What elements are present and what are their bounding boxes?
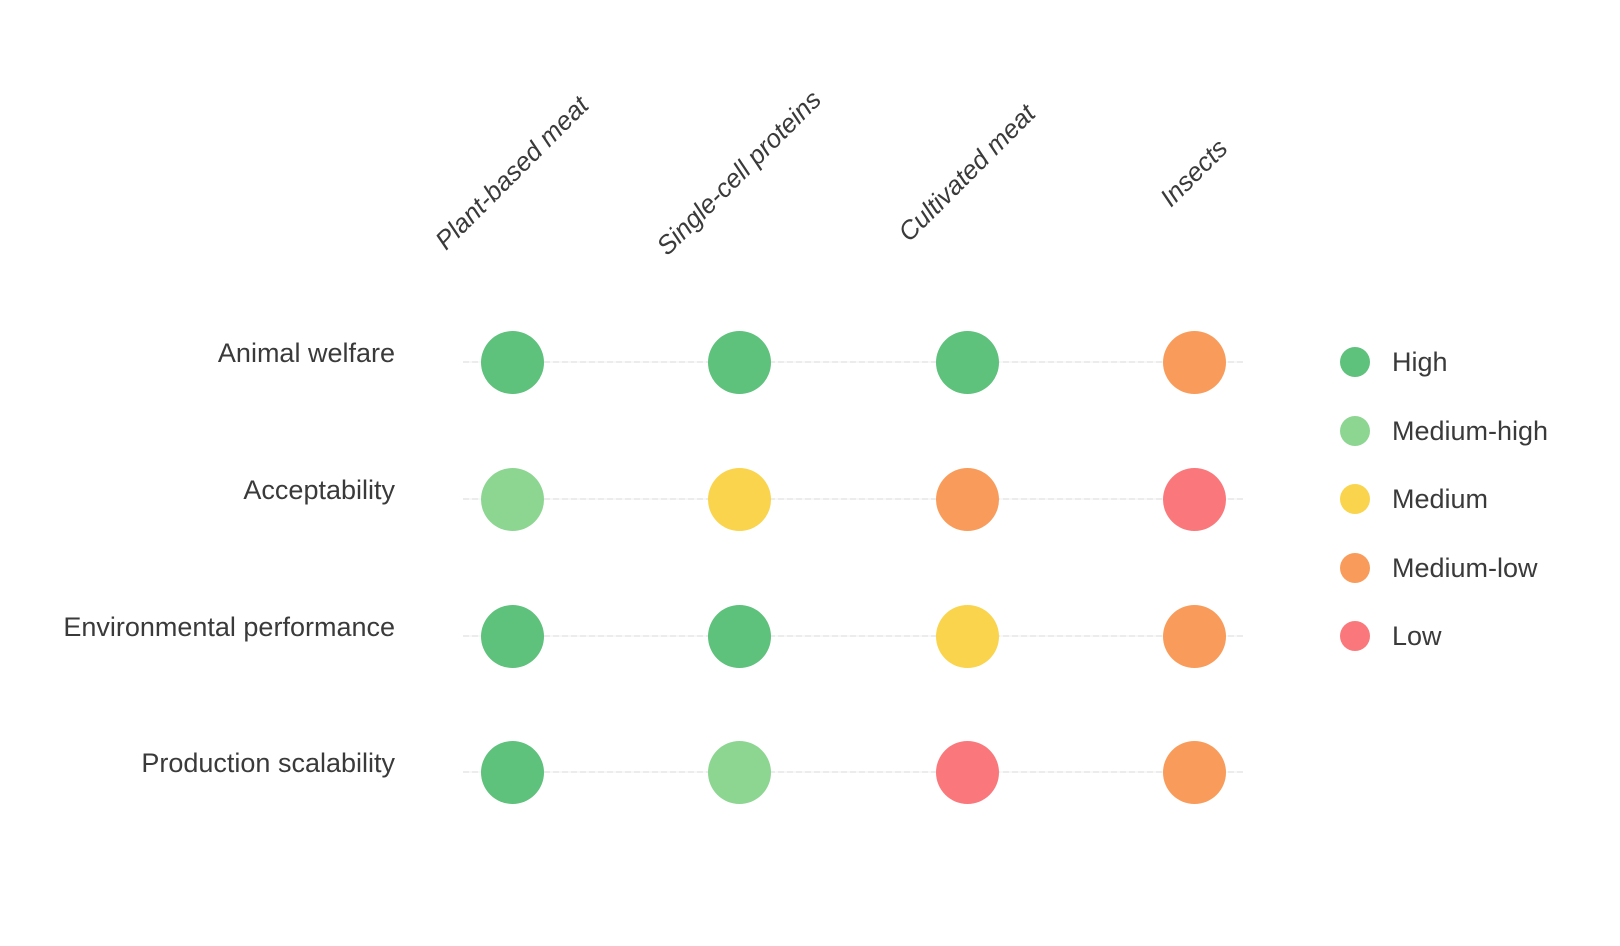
matrix-dot	[1162, 330, 1226, 394]
matrix-dot	[1162, 604, 1226, 668]
legend-swatch	[1340, 621, 1370, 651]
column-header: Single-cell proteins	[650, 84, 827, 261]
legend-label: Medium	[1392, 484, 1489, 514]
gridline	[463, 498, 1243, 500]
legend-swatch	[1340, 415, 1370, 446]
matrix-dot	[935, 330, 999, 394]
gridline	[463, 635, 1243, 637]
column-header: Plant-based meat	[428, 89, 595, 256]
matrix-dot	[935, 467, 999, 531]
row-label: Animal welfare	[217, 338, 395, 368]
matrix-dot	[707, 467, 771, 531]
gridline	[463, 771, 1243, 773]
matrix-dot	[707, 330, 771, 394]
matrix-dot	[480, 604, 544, 668]
matrix-dot	[480, 467, 544, 531]
matrix-dot	[935, 740, 999, 804]
gridline	[463, 361, 1243, 363]
matrix-dot	[707, 604, 771, 668]
legend-label: Medium-high	[1392, 415, 1549, 446]
matrix-dot	[707, 740, 771, 804]
matrix-dot	[1162, 467, 1226, 531]
matrix-dot	[480, 740, 544, 804]
column-header: Cultivated meat	[892, 98, 1042, 248]
row-label: Environmental performance	[63, 612, 395, 642]
legend-label: Low	[1392, 621, 1442, 651]
row-label: Acceptability	[243, 475, 395, 505]
legend-label: Medium-low	[1392, 552, 1538, 583]
legend-swatch	[1340, 347, 1370, 377]
legend-label: High	[1392, 347, 1448, 377]
matrix-dot	[480, 330, 544, 394]
matrix-dot	[935, 604, 999, 668]
column-header: Insects	[1153, 132, 1234, 213]
row-label: Production scalability	[141, 748, 395, 778]
legend-swatch	[1340, 484, 1370, 514]
legend-swatch	[1340, 552, 1370, 583]
matrix-dot	[1162, 740, 1226, 804]
